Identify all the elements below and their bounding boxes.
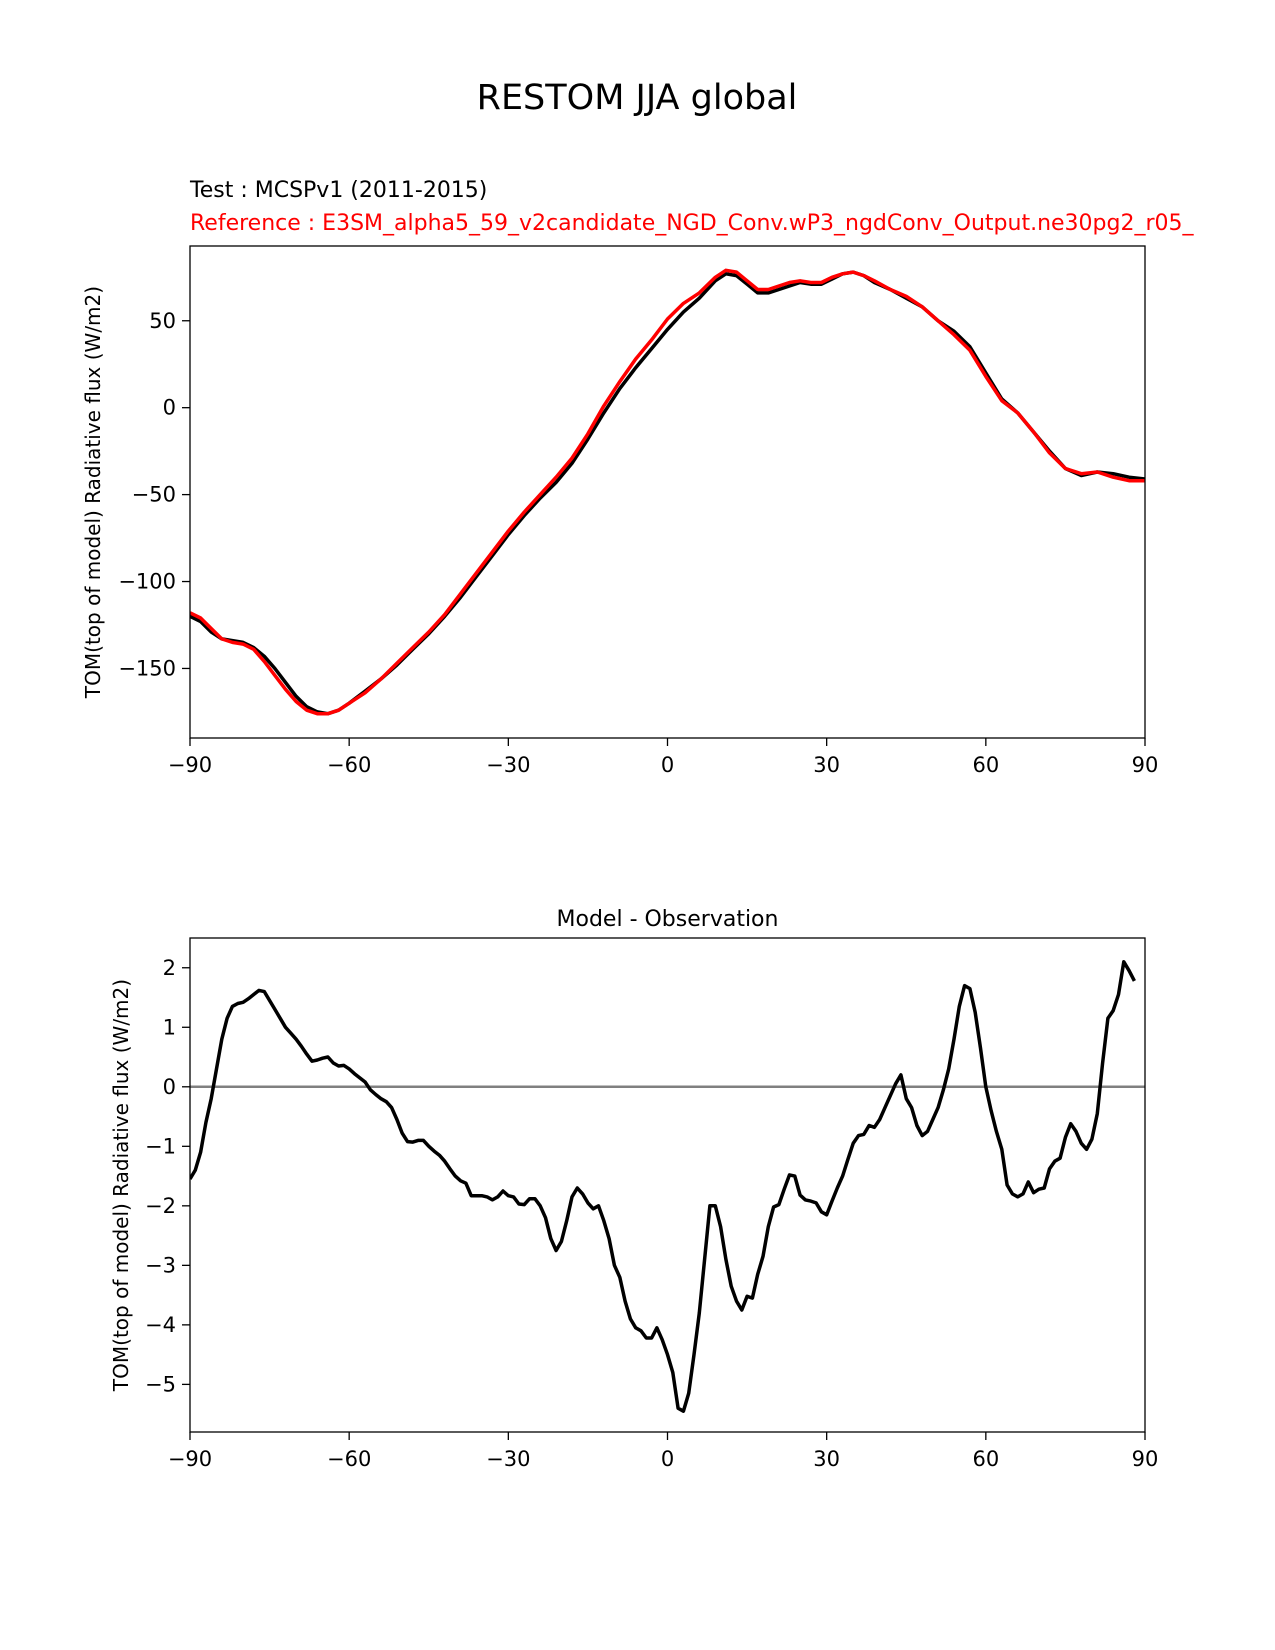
y-tick-label: −2	[145, 1194, 176, 1218]
y-tick-label: 50	[149, 309, 176, 333]
x-tick-label: −60	[327, 753, 371, 777]
y-tick-label: −3	[145, 1253, 176, 1277]
x-tick-label: 30	[813, 1447, 840, 1471]
y-tick-label: −5	[145, 1372, 176, 1396]
x-tick-label: −60	[327, 1447, 371, 1471]
x-tick-label: −90	[168, 1447, 212, 1471]
y-tick-label: −100	[118, 570, 176, 594]
figure-title: RESTOM JJA global	[477, 78, 798, 118]
top-plot: −90 −60 −30 0 30 60 90 −150 −100 −50 0 50 TOM(top of…	[81, 245, 1159, 777]
x-tick-label: 30	[813, 753, 840, 777]
y-tick-label: −50	[132, 483, 176, 507]
x-tick-label: 60	[972, 753, 999, 777]
x-tick-label: −30	[486, 1447, 530, 1471]
y-axis-label: TOM(top of model) Radiative flux (W/m2)	[109, 979, 133, 1392]
series-line-test	[190, 270, 1145, 716]
y-tick-label: −1	[145, 1134, 176, 1158]
x-tick-label: 0	[661, 1447, 674, 1471]
y-tick-label: −150	[118, 656, 176, 680]
y-tick-label: 2	[163, 956, 176, 980]
x-tick-label: 90	[1132, 1447, 1159, 1471]
series-line-difference	[190, 960, 1136, 1413]
x-tick-label: −30	[486, 753, 530, 777]
y-tick-label: 0	[163, 1075, 176, 1099]
bottom-plot: −90 −60 −30 0 30 60 90 −5 −4 −3 −2 −1 0 1 2 TOM(top of …	[109, 907, 1158, 1471]
x-tick-label: 0	[661, 753, 674, 777]
reference-label: Reference : E3SM_alpha5_59_v2candidate_N…	[190, 211, 1195, 236]
x-tick-label: 90	[1132, 753, 1159, 777]
test-label: Test : MCSPv1 (2011-2015)	[189, 178, 487, 203]
y-axis-label: TOM(top of model) Radiative flux (W/m2)	[81, 286, 105, 699]
y-tick-label: −4	[145, 1313, 176, 1337]
y-tick-label: 1	[163, 1015, 176, 1039]
x-tick-label: 60	[972, 1447, 999, 1471]
series-line-reference	[190, 268, 1145, 716]
plot-title: Model - Observation	[557, 907, 779, 932]
y-tick-label: 0	[163, 396, 176, 420]
x-tick-label: −90	[168, 753, 212, 777]
